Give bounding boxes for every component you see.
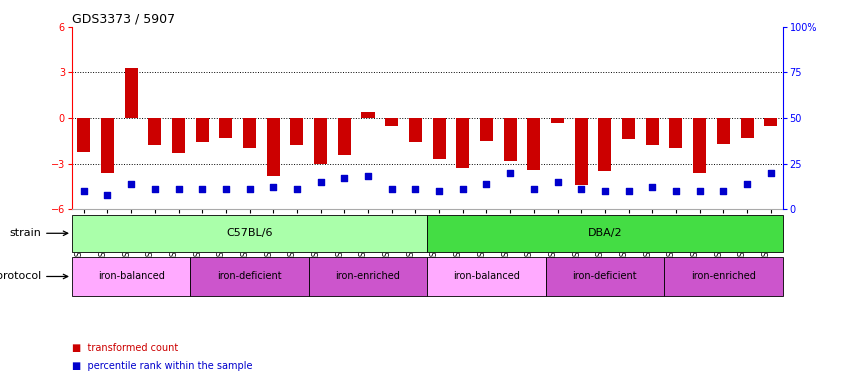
Text: iron-deficient: iron-deficient [573, 271, 637, 281]
Bar [669, 118, 683, 149]
Text: iron-balanced: iron-balanced [453, 271, 520, 281]
Bar [338, 118, 351, 155]
Bar [503, 118, 517, 161]
Bar [527, 118, 541, 170]
Bar [764, 118, 777, 126]
Point [409, 186, 422, 192]
Point [574, 186, 588, 192]
Point [361, 174, 375, 180]
Bar [314, 118, 327, 164]
Bar [598, 118, 612, 171]
Text: GDS3373 / 5907: GDS3373 / 5907 [72, 13, 175, 26]
Bar [409, 118, 422, 142]
Point [290, 186, 304, 192]
Point [385, 186, 398, 192]
Bar [101, 118, 114, 173]
Point [740, 181, 754, 187]
Bar [480, 118, 493, 141]
Bar [72, 257, 190, 296]
Point [527, 186, 541, 192]
Point [598, 188, 612, 194]
Point [338, 175, 351, 181]
Bar [456, 118, 470, 168]
Bar [385, 118, 398, 126]
Point [669, 188, 683, 194]
Bar [290, 118, 304, 146]
Point [266, 184, 280, 190]
Point [243, 186, 256, 192]
Bar [77, 118, 91, 152]
Point [219, 186, 233, 192]
Point [432, 188, 446, 194]
Point [503, 170, 517, 176]
Text: C57BL/6: C57BL/6 [227, 228, 272, 238]
Text: iron-enriched: iron-enriched [336, 271, 400, 281]
Point [172, 186, 185, 192]
Bar [740, 118, 754, 138]
Point [551, 179, 564, 185]
Point [456, 186, 470, 192]
Text: iron-enriched: iron-enriched [691, 271, 755, 281]
Bar [361, 112, 375, 118]
Point [622, 188, 635, 194]
Bar [172, 118, 185, 153]
Point [764, 170, 777, 176]
Bar [148, 118, 162, 146]
Text: ■  percentile rank within the sample: ■ percentile rank within the sample [72, 361, 252, 371]
Bar [195, 118, 209, 142]
Point [314, 179, 327, 185]
Point [480, 181, 493, 187]
Point [645, 184, 659, 190]
Bar [72, 215, 427, 252]
Bar [551, 118, 564, 122]
Bar [427, 257, 546, 296]
Bar [219, 118, 233, 138]
Bar [190, 257, 309, 296]
Bar [717, 118, 730, 144]
Text: ■  transformed count: ■ transformed count [72, 343, 179, 353]
Point [693, 188, 706, 194]
Bar [546, 257, 664, 296]
Bar [432, 118, 446, 159]
Bar [645, 118, 659, 146]
Point [77, 188, 91, 194]
Text: protocol: protocol [0, 271, 68, 281]
Point [195, 186, 209, 192]
Text: iron-balanced: iron-balanced [97, 271, 165, 281]
Bar [693, 118, 706, 173]
Bar [243, 118, 256, 149]
Point [101, 192, 114, 198]
Text: DBA/2: DBA/2 [588, 228, 622, 238]
Text: strain: strain [9, 228, 68, 238]
Point [124, 181, 138, 187]
Bar [622, 118, 635, 139]
Text: iron-deficient: iron-deficient [217, 271, 282, 281]
Bar [266, 118, 280, 176]
Point [148, 186, 162, 192]
Bar [574, 118, 588, 185]
Bar [427, 215, 783, 252]
Bar [664, 257, 783, 296]
Bar [124, 68, 138, 118]
Bar [309, 257, 427, 296]
Point [717, 188, 730, 194]
